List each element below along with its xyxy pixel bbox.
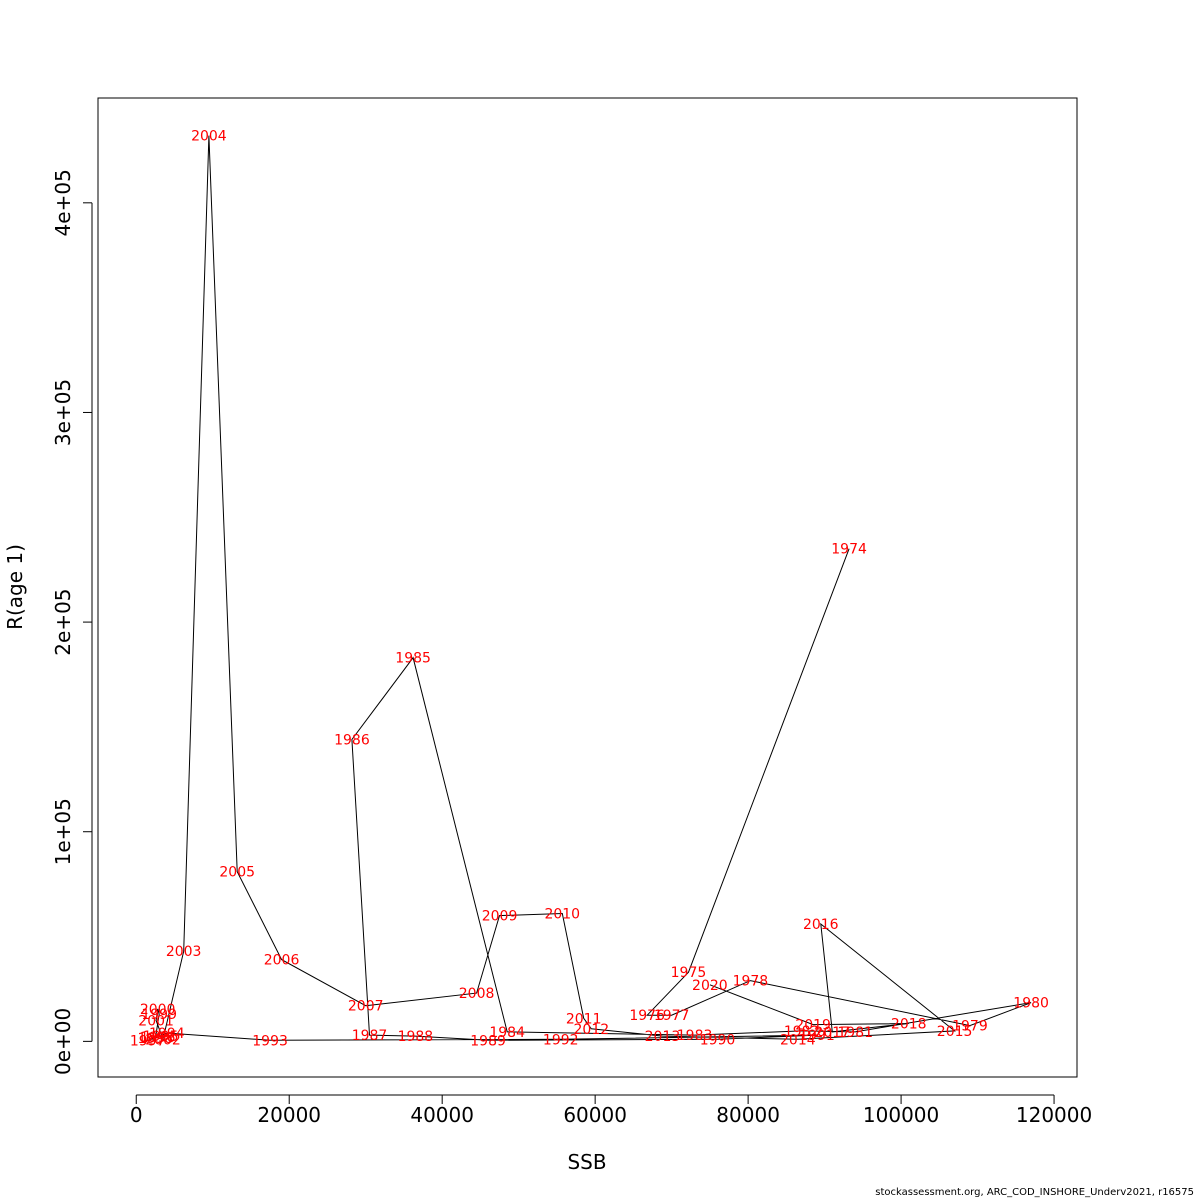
x-tick-label: 60000	[563, 1103, 627, 1127]
year-label-2012: 2012	[574, 1022, 610, 1038]
year-label-2008: 2008	[459, 986, 495, 1002]
year-label-1996: 1996	[140, 1030, 176, 1046]
year-label-1999: 1999	[141, 1007, 177, 1023]
x-tick-label: 80000	[716, 1103, 780, 1127]
year-label-2019: 2019	[795, 1018, 831, 1034]
year-label-2016: 2016	[803, 917, 839, 933]
year-label-1991: 1991	[799, 1028, 835, 1044]
year-label-2014: 2014	[780, 1032, 816, 1048]
x-tick-label: 20000	[257, 1103, 321, 1127]
year-label-1990: 1990	[700, 1032, 736, 1048]
source-caption: stockassessment.org, ARC_COD_INSHORE_Und…	[875, 1187, 1194, 1198]
year-label-1976: 1976	[629, 1008, 665, 1024]
x-tick-label: 100000	[863, 1103, 939, 1127]
year-label-2006: 2006	[264, 953, 300, 969]
year-label-2001: 2001	[138, 1013, 174, 1029]
year-label-1980: 1980	[1013, 996, 1049, 1012]
year-label-1978: 1978	[733, 974, 769, 990]
x-axis: 0 20000 40000 60000 80000 100000 120000	[130, 1094, 1092, 1127]
y-axis-title: R(age 1)	[3, 544, 27, 630]
year-label-2000: 2000	[140, 1002, 176, 1018]
year-label-1993: 1993	[252, 1033, 288, 1049]
year-label-1975: 1975	[671, 965, 707, 981]
y-tick-label: 4e+05	[51, 169, 75, 236]
year-label-2011: 2011	[566, 1011, 602, 1027]
year-label-1982: 1982	[784, 1024, 820, 1040]
y-tick-label: 1e+05	[51, 798, 75, 865]
year-label-1986: 1986	[334, 732, 370, 748]
year-label-1989: 1989	[470, 1033, 506, 1049]
year-label-1977: 1977	[654, 1008, 690, 1024]
year-label-2010: 2010	[544, 906, 580, 922]
year-label-2013: 2013	[645, 1029, 681, 1045]
year-label-1981: 1981	[837, 1025, 873, 1041]
year-label-1984: 1984	[489, 1025, 525, 1041]
y-tick-label: 2e+05	[51, 588, 75, 655]
year-label-2004: 2004	[191, 129, 227, 145]
year-label-2017: 2017	[814, 1025, 850, 1041]
plot-frame	[97, 97, 1078, 1078]
series-line	[147, 135, 1032, 1042]
year-label-1994: 1994	[149, 1026, 185, 1042]
year-label-2020: 2020	[692, 978, 728, 994]
year-label-1998: 1998	[138, 1031, 174, 1047]
year-label-2003: 2003	[166, 944, 202, 960]
x-tick-label: 0	[130, 1103, 143, 1127]
year-label-1987: 1987	[352, 1028, 388, 1044]
year-label-2009: 2009	[482, 909, 518, 925]
year-label-2005: 2005	[219, 865, 255, 881]
year-label-1979: 1979	[952, 1019, 988, 1035]
year-label-2007: 2007	[348, 999, 384, 1015]
year-label-1983: 1983	[677, 1028, 713, 1044]
year-label-1985: 1985	[395, 651, 431, 667]
year-label-1995: 1995	[143, 1029, 179, 1045]
y-tick-label: 0e+00	[51, 1008, 75, 1075]
x-tick-label: 120000	[1016, 1103, 1092, 1127]
year-label-2018: 2018	[891, 1017, 927, 1033]
x-tick-label: 40000	[410, 1103, 474, 1127]
year-label-1974: 1974	[831, 542, 867, 558]
year-label-1992: 1992	[543, 1032, 579, 1048]
year-label-2002: 2002	[145, 1032, 181, 1048]
x-axis-title: SSB	[567, 1150, 606, 1174]
y-axis: 0e+00 1e+05 2e+05 3e+05 4e+05	[51, 169, 93, 1075]
year-label-1997: 1997	[130, 1033, 166, 1049]
year-label-1988: 1988	[398, 1029, 434, 1045]
year-label-2015: 2015	[937, 1024, 973, 1040]
y-tick-label: 3e+05	[51, 379, 75, 446]
